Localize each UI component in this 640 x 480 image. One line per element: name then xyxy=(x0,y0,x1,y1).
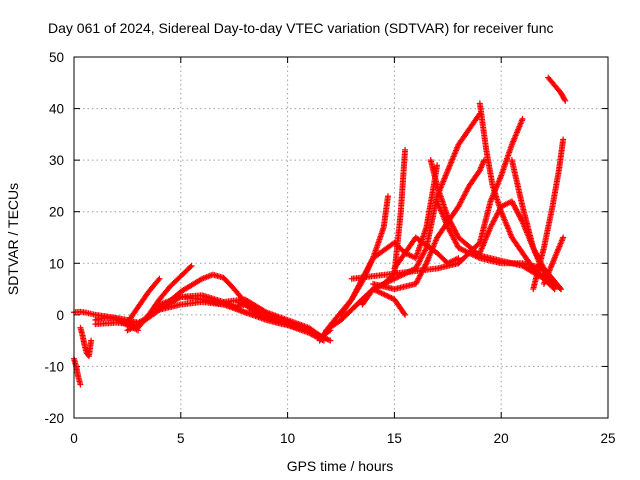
data-point xyxy=(560,136,567,143)
data-point xyxy=(519,115,526,122)
data-point xyxy=(560,234,567,241)
x-axis-label: GPS time / hours xyxy=(287,458,394,474)
series-s27 xyxy=(348,260,462,282)
series-s8 xyxy=(71,355,84,388)
data-point-dense xyxy=(401,310,408,317)
series-s9 xyxy=(77,324,95,360)
chart-title: Day 061 of 2024, Sidereal Day-to-day VTE… xyxy=(48,20,554,36)
series-s23 xyxy=(508,157,565,293)
data-point xyxy=(88,337,95,344)
y-axis-label: SDTVAR / TECUs xyxy=(5,183,21,295)
plot-frame xyxy=(73,56,609,419)
data-point xyxy=(558,286,565,293)
x-tick-label: 15 xyxy=(387,431,402,446)
x-tick-label: 5 xyxy=(177,431,185,446)
data-point xyxy=(481,157,488,164)
data-point-dense xyxy=(197,276,204,283)
x-tick-label: 10 xyxy=(280,431,295,446)
data-point xyxy=(402,311,409,318)
y-tick-label: -10 xyxy=(44,359,64,374)
series-s26 xyxy=(545,74,569,104)
data-point xyxy=(434,162,441,169)
y-tick-label: -20 xyxy=(44,411,64,426)
y-tick-label: 0 xyxy=(56,308,64,323)
data-point xyxy=(455,260,462,267)
data-point xyxy=(562,97,569,104)
data-point-dense xyxy=(187,264,194,271)
y-tick-label: 20 xyxy=(49,205,64,220)
series-s25 xyxy=(540,234,567,287)
data-point xyxy=(384,193,391,200)
data-point-dense xyxy=(561,96,568,103)
series-s11 xyxy=(323,146,409,334)
y-tick-label: 50 xyxy=(49,50,64,65)
x-tick-label: 20 xyxy=(494,431,509,446)
y-tick-label: 10 xyxy=(49,256,64,271)
x-tick-label: 25 xyxy=(600,431,615,446)
data-point xyxy=(135,327,142,334)
data-point-dense xyxy=(155,277,162,284)
series-s10 xyxy=(316,193,391,344)
data-point-dense xyxy=(556,285,563,292)
series-s19 xyxy=(235,298,287,326)
series-s5 xyxy=(135,262,195,331)
data-point xyxy=(551,286,558,293)
data-point xyxy=(280,319,287,326)
data-point-dense xyxy=(422,261,429,268)
series-s4 xyxy=(124,275,163,326)
data-point xyxy=(327,337,334,344)
series-s28 xyxy=(92,314,142,334)
data-point xyxy=(188,262,195,269)
axis-ticks: 0 5 10 15 20 25 -20 -10 0 10 20 30 40 50 xyxy=(44,50,615,446)
series-s24 xyxy=(530,136,567,293)
data-point-dense xyxy=(315,331,322,338)
data-point xyxy=(156,275,163,282)
y-tick-label: 40 xyxy=(49,102,64,117)
data-marks xyxy=(71,74,569,388)
x-tick-label: 0 xyxy=(70,431,78,446)
data-point xyxy=(402,146,409,153)
series-s6 xyxy=(156,298,312,334)
y-tick-label: 30 xyxy=(49,153,64,168)
data-point xyxy=(77,381,84,388)
